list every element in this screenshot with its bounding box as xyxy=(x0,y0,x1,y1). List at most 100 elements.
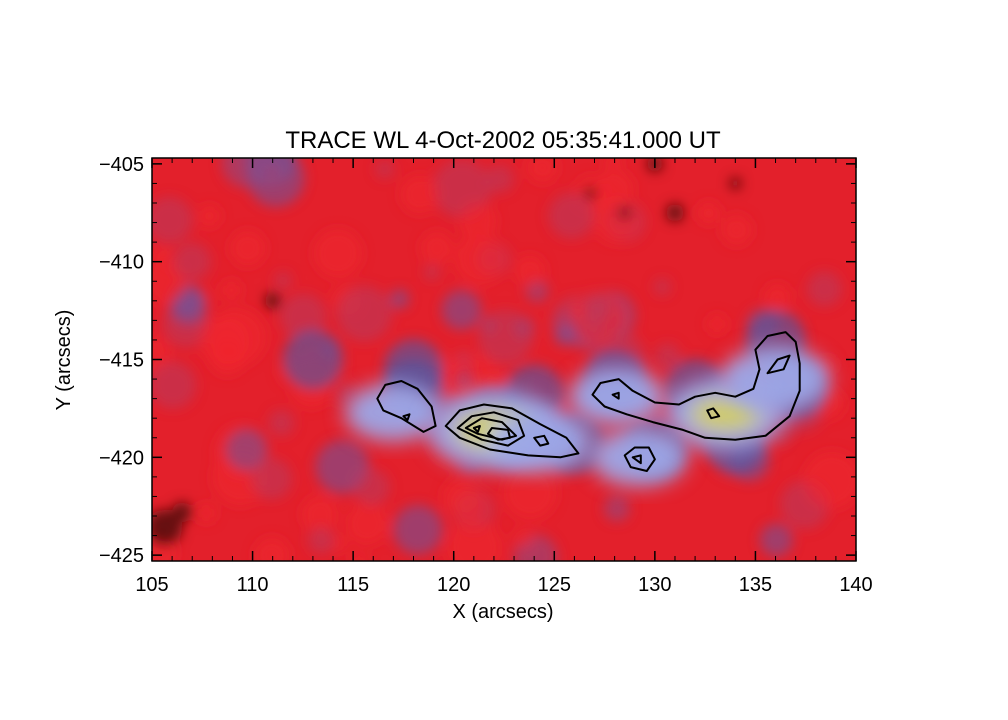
texture-blob xyxy=(196,503,217,523)
texture-blob xyxy=(729,177,742,190)
texture-blob xyxy=(251,458,293,500)
contour-128-inner xyxy=(611,391,620,400)
texture-blob xyxy=(478,309,533,365)
texture-blob xyxy=(763,283,791,311)
kernel-116 xyxy=(344,383,442,442)
contour-116-outer xyxy=(376,380,437,433)
texture-blob xyxy=(221,158,271,188)
x-tick-label: 110 xyxy=(237,574,269,596)
texture-blob xyxy=(393,505,443,555)
texture-blob xyxy=(514,254,546,287)
texture-blob xyxy=(665,203,684,222)
contour-122-core xyxy=(486,427,511,441)
texture-blob xyxy=(454,234,505,285)
y-tick-label: −415 xyxy=(99,350,144,372)
texture-blob xyxy=(707,314,727,334)
texture-blob xyxy=(301,495,339,533)
contour-133-inner xyxy=(706,407,721,420)
x-tick-label: 125 xyxy=(538,574,571,596)
texture-blob xyxy=(604,158,622,170)
contour-124-small xyxy=(533,434,550,447)
x-axis-label: X (arcsecs) xyxy=(452,601,553,623)
texture-blob xyxy=(389,289,410,309)
texture-blob xyxy=(455,371,473,388)
contour-122-outer xyxy=(444,403,580,459)
contour-122-inner xyxy=(464,417,518,441)
texture-blob xyxy=(173,242,211,281)
texture-blob xyxy=(459,202,497,240)
x-tick-label: 115 xyxy=(337,574,369,596)
texture-blob xyxy=(331,535,348,552)
texture-blob xyxy=(229,230,266,267)
x-tick-label: 135 xyxy=(739,574,772,596)
chart-title: TRACE WL 4-Oct-2002 05:35:41.000 UT xyxy=(285,127,721,154)
texture-blob xyxy=(152,246,173,268)
texture-blob xyxy=(313,229,363,278)
plot-area xyxy=(152,158,856,561)
texture-blob xyxy=(441,290,482,330)
texture-blob xyxy=(451,488,487,524)
kernel-124 xyxy=(489,411,591,472)
texture-blob xyxy=(353,469,391,506)
texture-blob xyxy=(308,527,335,554)
texture-blob xyxy=(618,206,631,219)
kernel-136 xyxy=(721,346,830,412)
texture-blob xyxy=(225,428,268,471)
contour-129-inner xyxy=(631,454,642,465)
kernel-129 xyxy=(590,428,688,487)
texture-blob xyxy=(803,451,856,509)
y-tick-label: −410 xyxy=(99,252,144,274)
x-tick-label: 120 xyxy=(437,574,470,596)
contour-lines xyxy=(376,331,801,472)
texture-blob xyxy=(696,201,721,225)
texture-blob xyxy=(548,192,595,239)
texture-blob xyxy=(720,214,753,246)
texture-blob xyxy=(806,271,843,307)
contour-136-inner xyxy=(766,354,791,375)
texture-blob xyxy=(485,164,514,194)
texture-blob xyxy=(345,502,389,545)
y-tick-label: −425 xyxy=(99,545,144,567)
x-tick-label: 130 xyxy=(638,574,671,596)
contour-117-inner xyxy=(402,413,411,422)
texture-blob xyxy=(200,316,250,366)
texture-blob xyxy=(282,329,343,390)
texture-blob xyxy=(280,293,327,340)
texture-blob xyxy=(152,361,197,409)
texture-blob xyxy=(503,466,557,520)
texture-blob xyxy=(423,264,440,281)
bright-regions xyxy=(344,346,830,487)
texture-blob xyxy=(350,552,368,561)
texture-blob xyxy=(420,231,454,265)
texture-blob xyxy=(268,409,295,437)
y-axis-label: Y (arcsecs) xyxy=(53,310,75,411)
texture-blob xyxy=(274,271,292,290)
x-tick-label: 140 xyxy=(839,574,872,596)
texture-blob xyxy=(447,520,503,561)
contour-129-outer xyxy=(623,446,656,472)
y-tick-label: −405 xyxy=(99,154,144,176)
y-tick-label: −420 xyxy=(99,447,144,469)
contour-121-dot xyxy=(472,425,481,433)
contour-right-arc xyxy=(591,331,801,441)
texture-blob xyxy=(654,343,681,370)
texture-blob xyxy=(653,278,671,296)
texture-blob xyxy=(603,495,630,522)
texture-blob xyxy=(198,204,221,228)
texture-blob xyxy=(400,175,440,214)
y-axis: −405 −410 −415 −420 −425 xyxy=(99,154,856,567)
texture-blob xyxy=(592,197,639,244)
texture-blob xyxy=(513,528,534,549)
x-tick-label: 105 xyxy=(135,574,168,596)
texture-blob xyxy=(254,537,290,561)
texture-blob xyxy=(172,502,193,523)
texture-blob xyxy=(264,292,281,309)
texture-blob xyxy=(375,159,395,179)
contour-122-mid xyxy=(456,411,526,447)
texture-blob xyxy=(152,509,183,546)
texture-blob xyxy=(336,285,393,342)
texture-blob xyxy=(152,196,193,244)
texture-blob xyxy=(584,187,597,200)
texture-blob xyxy=(527,158,558,183)
